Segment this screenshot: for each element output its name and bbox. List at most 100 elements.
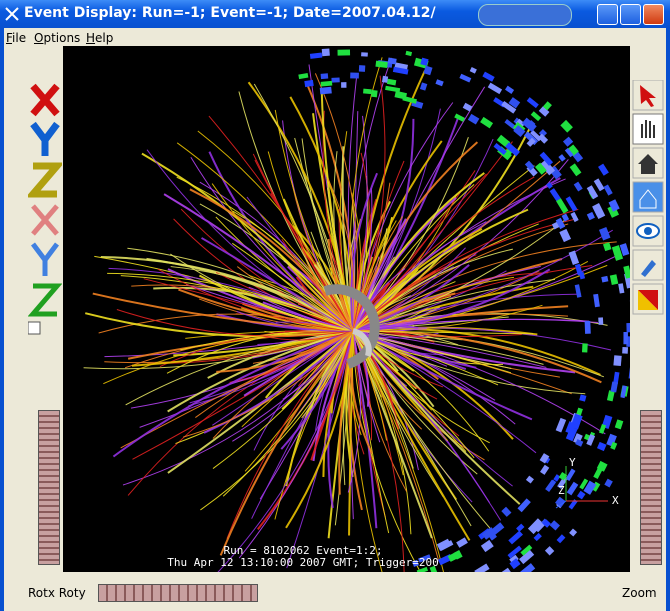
hit-block (614, 419, 624, 430)
hit-block (481, 527, 496, 540)
hit-block (586, 185, 599, 200)
hit-block (537, 133, 549, 144)
hit-block (553, 474, 561, 482)
track (301, 330, 354, 419)
menu-file[interactable]: File (6, 31, 27, 45)
track (132, 330, 354, 460)
hit-block (405, 50, 413, 57)
hit-block (626, 322, 630, 333)
hit-block (386, 78, 397, 86)
hit-block (496, 134, 511, 148)
hit-block (371, 89, 378, 98)
view-x-button[interactable] (30, 82, 60, 118)
track (116, 309, 354, 337)
minimize-button[interactable] (597, 4, 618, 25)
hit-block (320, 80, 333, 87)
box-button[interactable] (632, 181, 664, 213)
hit-block (513, 125, 526, 138)
track (222, 330, 354, 497)
hit-block (555, 217, 566, 230)
hit-block (623, 331, 628, 345)
hit-block (557, 475, 569, 489)
title-bar: Event Display: Run=-1; Event=-1; Date=20… (0, 0, 670, 28)
track (219, 330, 354, 556)
inner-detector (323, 284, 380, 369)
hit-block (573, 433, 583, 445)
run-info: Run = 8102062 Event=1:2; (224, 544, 383, 557)
hit-block (586, 434, 596, 446)
hit-block (321, 48, 330, 57)
view-z-alt-button[interactable] (28, 282, 62, 318)
hit-block (509, 558, 521, 570)
hit-block (526, 137, 536, 147)
hit-block (375, 60, 388, 69)
track (189, 188, 354, 332)
track (122, 330, 354, 486)
hit-block (622, 346, 629, 354)
track (352, 241, 617, 332)
hit-block (505, 142, 520, 157)
eye-button[interactable] (632, 215, 664, 247)
track (352, 220, 565, 332)
hit-block (467, 113, 480, 125)
view-z-button[interactable] (28, 162, 62, 198)
hit-block (320, 73, 329, 80)
hit-block (418, 554, 431, 563)
track (112, 330, 354, 458)
hit-block (526, 97, 539, 109)
hit-block (626, 336, 630, 347)
color-button[interactable] (632, 283, 664, 315)
pan-button[interactable] (632, 113, 664, 145)
vertical-slider-left[interactable] (38, 410, 60, 565)
hit-block (341, 82, 347, 88)
hit-block (381, 75, 389, 83)
hit-block (593, 293, 600, 308)
track (350, 172, 378, 332)
hit-block (619, 243, 630, 256)
hit-block (610, 441, 618, 450)
hit-block (565, 426, 578, 442)
hit-block (561, 213, 570, 222)
checkbox[interactable] (28, 321, 41, 335)
axis-label-y: Y (569, 456, 576, 469)
menu-help[interactable]: Help (86, 31, 114, 45)
hit-block (606, 390, 615, 402)
hit-block (574, 284, 582, 298)
axis-label-z: Z (558, 484, 565, 497)
rotation-slider[interactable] (98, 584, 258, 602)
hit-block (436, 538, 452, 551)
light-button[interactable] (632, 249, 664, 281)
hit-block (556, 198, 569, 214)
hit-block (620, 385, 627, 399)
track (195, 330, 354, 418)
hit-block (534, 162, 547, 175)
hit-block (568, 499, 578, 510)
maximize-button[interactable] (620, 4, 641, 25)
hit-block (474, 563, 490, 572)
track (236, 311, 354, 332)
close-button[interactable] (643, 4, 664, 25)
view-x-alt-button[interactable] (30, 202, 60, 238)
track (352, 330, 521, 505)
window-title: Event Display: Run=-1; Event=-1; Date=20… (24, 5, 436, 21)
hit-block (493, 142, 507, 155)
hit-block (562, 136, 574, 147)
track (167, 330, 354, 413)
vertical-slider-right[interactable] (640, 410, 662, 565)
hit-block (524, 160, 535, 171)
track (338, 330, 354, 495)
tracks (83, 57, 621, 572)
hit-block (609, 274, 619, 285)
pick-button[interactable] (632, 80, 664, 111)
hit-block (392, 66, 409, 75)
track (352, 160, 405, 332)
home-button[interactable] (632, 147, 664, 179)
hit-block (319, 86, 332, 95)
hit-block (601, 275, 609, 283)
rotation-label: Rotx Roty (28, 586, 86, 600)
view-y-button[interactable] (30, 121, 60, 158)
menu-options[interactable]: Options (34, 31, 81, 45)
right-toolbar (632, 80, 664, 315)
hit-block (519, 563, 536, 572)
view-y-alt-button[interactable] (30, 242, 60, 278)
